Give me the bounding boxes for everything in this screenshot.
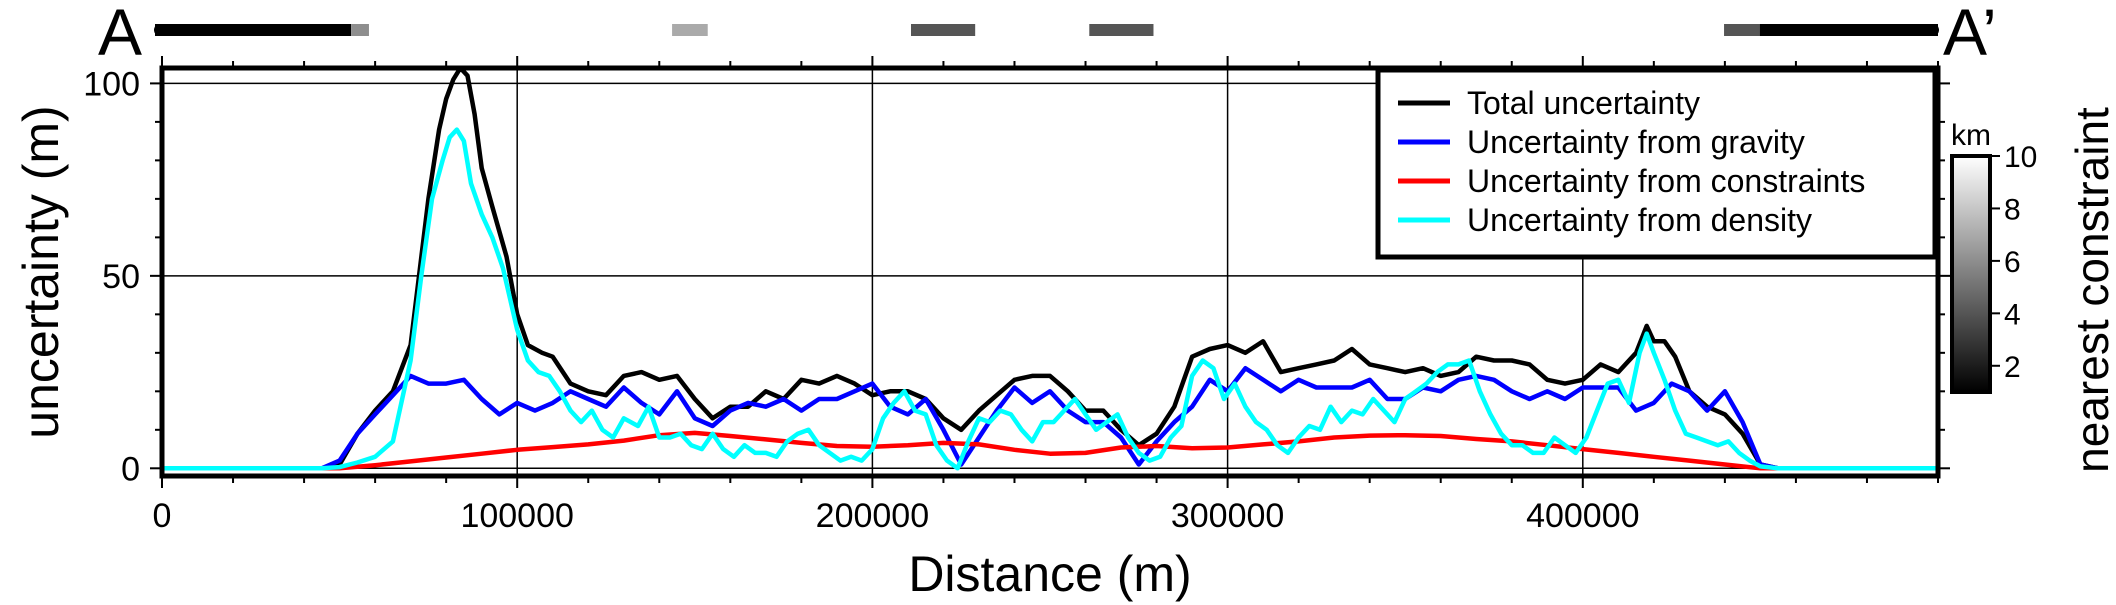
colorbar-tick-label: 10 bbox=[2004, 141, 2037, 174]
y-axis-label: uncertainty (m) bbox=[13, 105, 69, 438]
series-line-1 bbox=[162, 365, 1938, 471]
plot-frame bbox=[159, 65, 1941, 479]
x-tick-label: 100000 bbox=[460, 497, 573, 535]
series-line-2 bbox=[162, 430, 1938, 471]
colorbar: km nearest constraint 2 4 6 8 10 bbox=[1950, 107, 2116, 473]
y-tick-label: 50 bbox=[102, 258, 140, 296]
profile-end-label: A’ bbox=[1943, 0, 1997, 69]
legend-label-3: Uncertainty from density bbox=[1467, 202, 1812, 238]
x-tick-label: 300000 bbox=[1171, 497, 1284, 535]
legend-label-0: Total uncertainty bbox=[1467, 85, 1700, 121]
strip-end-cap-right bbox=[1927, 24, 1939, 36]
strip-segment-3 bbox=[910, 24, 976, 36]
nearest-constraint-strip bbox=[154, 24, 1939, 36]
axis-ticks: 0 100000 200000 300000 400000 0 50 100 bbox=[83, 56, 1950, 535]
colorbar-gradient bbox=[1950, 154, 1992, 394]
profile-start-label: A bbox=[98, 0, 142, 69]
colorbar-tick-label: 8 bbox=[2004, 193, 2021, 226]
legend-label-2: Uncertainty from constraints bbox=[1467, 163, 1865, 199]
colorbar-unit: km bbox=[1951, 119, 1991, 152]
x-tick-label: 400000 bbox=[1526, 497, 1639, 535]
colorbar-tick-label: 2 bbox=[2004, 351, 2021, 384]
y-tick-label: 0 bbox=[121, 450, 140, 488]
strip-segment-5 bbox=[1724, 24, 1760, 36]
strip-end-cap-left bbox=[154, 24, 166, 36]
x-tick-label: 200000 bbox=[816, 497, 929, 535]
y-tick-label: 100 bbox=[83, 65, 140, 103]
strip-segment-4 bbox=[1089, 24, 1154, 36]
colorbar-tick-label: 4 bbox=[2004, 298, 2021, 331]
strip-segment-1 bbox=[351, 24, 369, 36]
colorbar-tick-label: 6 bbox=[2004, 246, 2021, 279]
colorbar-label: nearest constraint bbox=[2066, 107, 2116, 473]
series-line-0 bbox=[162, 68, 1938, 471]
series-lines bbox=[162, 68, 1938, 471]
grid bbox=[162, 68, 1938, 476]
legend-box bbox=[1375, 67, 1938, 260]
x-tick-label: 0 bbox=[153, 497, 172, 535]
legend-label-1: Uncertainty from gravity bbox=[1467, 124, 1805, 160]
strip-segment-0 bbox=[155, 24, 352, 36]
series-line-3 bbox=[162, 127, 1938, 471]
x-axis-label: Distance (m) bbox=[908, 546, 1191, 602]
strip-segment-6 bbox=[1759, 24, 1938, 36]
strip-segment-2 bbox=[672, 24, 708, 36]
